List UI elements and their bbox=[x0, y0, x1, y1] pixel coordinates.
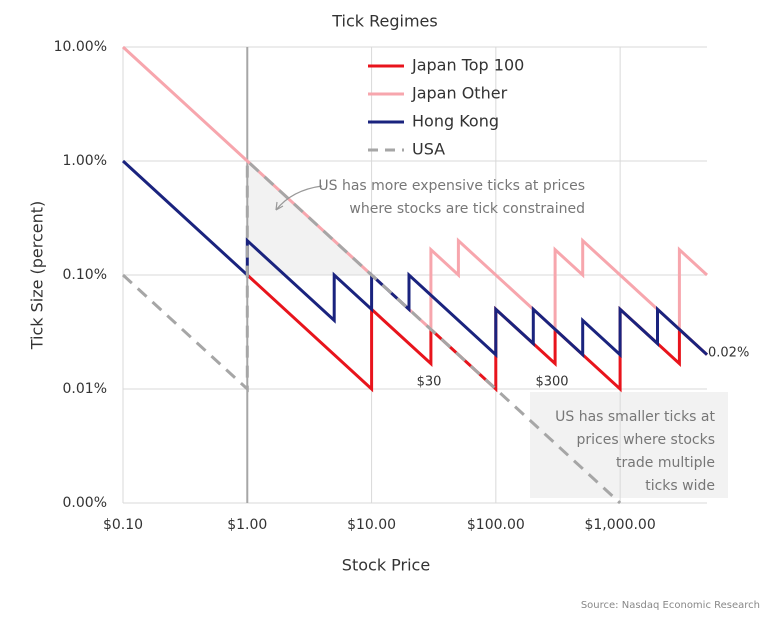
x-tick-label: $1.00 bbox=[227, 517, 267, 533]
x-axis-label: Stock Price bbox=[342, 556, 430, 575]
annotation: ticks wide bbox=[645, 478, 715, 494]
x-tick-label: $10.00 bbox=[347, 517, 396, 533]
y-tick-label: 0.01% bbox=[63, 381, 107, 397]
y-axis-label: Tick Size (percent) bbox=[28, 201, 47, 351]
source: Source: Nasdaq Economic Research bbox=[581, 600, 760, 611]
y-tick-label: 0.00% bbox=[63, 495, 107, 511]
annotation: US has more expensive ticks at prices bbox=[318, 178, 585, 194]
annotation-arrow-head bbox=[275, 201, 284, 211]
x-tick-label: $100.00 bbox=[467, 517, 525, 533]
line-series bbox=[121, 159, 709, 359]
legend-label: Japan Top 100 bbox=[411, 56, 524, 75]
y-tick-label: 1.00% bbox=[63, 153, 107, 169]
y-tick-label: 10.00% bbox=[54, 39, 107, 55]
annotation: prices where stocks bbox=[577, 432, 715, 448]
shade-smaller bbox=[530, 392, 728, 498]
annotation: US has smaller ticks at bbox=[555, 409, 715, 425]
annotation: $300 bbox=[535, 375, 568, 390]
plot bbox=[121, 45, 709, 505]
annotation-arrow bbox=[275, 185, 323, 211]
annotation: trade multiple bbox=[616, 455, 715, 471]
x-tick-label: $0.10 bbox=[103, 517, 143, 533]
annotation: $30 bbox=[417, 375, 442, 390]
annotation: where stocks are tick constrained bbox=[349, 201, 585, 217]
x-tick-label: $1,000.00 bbox=[584, 517, 655, 533]
line-series bbox=[121, 157, 622, 505]
legend-label: Hong Kong bbox=[412, 112, 499, 131]
annotation: 0.02% bbox=[708, 346, 749, 361]
y-tick-label: 0.10% bbox=[63, 267, 107, 283]
legend-label: USA bbox=[412, 140, 445, 159]
chart-title: Tick Regimes bbox=[331, 12, 437, 31]
line-series bbox=[121, 45, 709, 333]
legend-label: Japan Other bbox=[411, 84, 508, 103]
